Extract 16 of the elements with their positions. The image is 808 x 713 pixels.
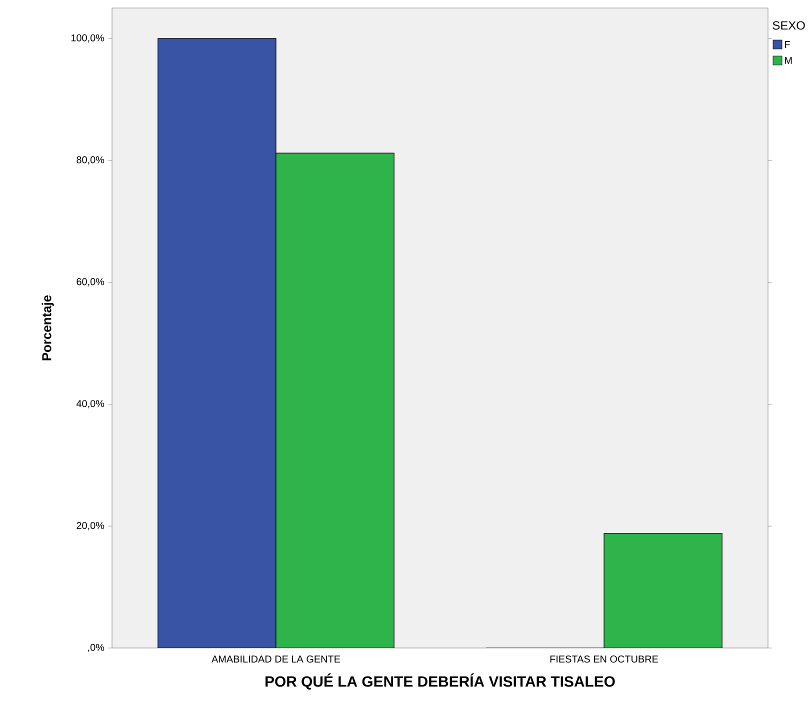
- y-axis-title: Porcentaje: [42, 295, 54, 360]
- y-tick-label: 60,0%: [76, 278, 104, 286]
- bar: [604, 533, 722, 648]
- x-tick-label: AMABILIDAD DE LA GENTE: [212, 656, 340, 663]
- legend-label: F: [785, 41, 790, 48]
- y-tick-label: ,0%: [88, 644, 104, 652]
- x-axis-title: POR QUÉ LA GENTE DEBERÍA VISITAR TISALEO: [266, 673, 615, 690]
- x-tick-label: FIESTAS EN OCTUBRE: [550, 656, 658, 663]
- bar: [276, 153, 394, 648]
- y-tick-label: 80,0%: [76, 156, 104, 164]
- y-tick-label: 100,0%: [71, 34, 104, 43]
- legend-label: M: [785, 57, 792, 64]
- bar: [158, 38, 276, 648]
- y-tick-label: 20,0%: [76, 522, 104, 530]
- legend-title: SEXO: [772, 21, 805, 30]
- y-tick-label: 40,0%: [76, 400, 104, 408]
